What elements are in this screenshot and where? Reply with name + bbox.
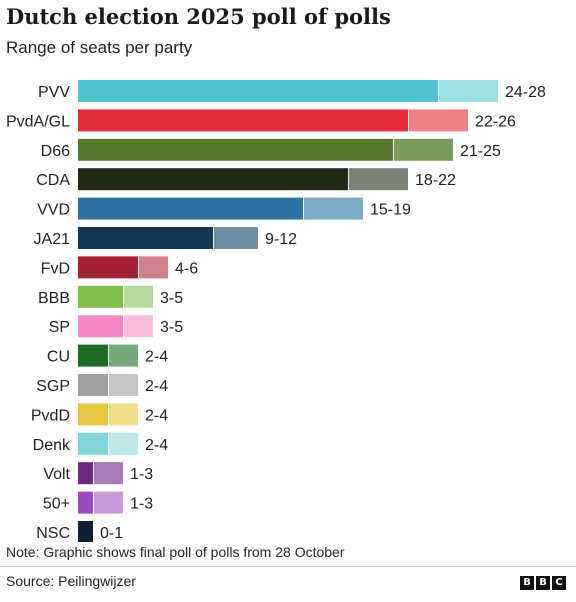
category-label: D66 [41,143,70,160]
bar-range [439,80,498,102]
source-credit: Source: Peilingwijzer [6,573,136,589]
bar-min [78,432,108,455]
bar-range [109,432,138,455]
value-label: 15-19 [370,202,411,219]
value-label: 1-3 [130,496,153,513]
value-label: 22-26 [475,113,516,130]
bar-range [124,285,153,308]
bar-min [78,491,93,514]
value-label: 2-4 [145,407,168,424]
category-label: SP [49,319,70,336]
bar-min [78,315,123,338]
bar-range [349,168,408,191]
value-label: 0-1 [100,525,123,542]
category-label: Denk [33,437,71,454]
bar-range [78,521,93,542]
bar-min [78,344,108,367]
value-label: 3-5 [160,319,183,336]
category-label: CU [47,349,70,366]
bbc-logo-letter: B [520,576,534,590]
value-label: 1-3 [130,466,153,483]
bar-range [124,315,153,338]
value-label: 3-5 [160,290,183,307]
category-label: 50+ [43,496,70,513]
bar-min [78,109,408,132]
bar-min [78,462,93,485]
category-label: NSC [36,525,70,542]
bar-range [304,197,363,220]
category-label: VVD [37,202,70,219]
bbc-logo: B B C [520,576,566,590]
chart-subtitle: Range of seats per party [6,38,193,57]
bar-range [394,138,453,161]
bar-range [109,374,138,396]
bar-min [78,403,108,426]
bar-chart: PVV 24-28 PvdA/GL 22-26 D66 21-25 CDA 18-22 VVD 1… [6,80,546,542]
value-label: 24-28 [505,84,546,101]
category-label: PVV [38,84,70,101]
value-label: 18-22 [415,172,456,189]
bar-range [214,227,258,249]
category-label: CDA [36,172,70,189]
footer-divider [0,566,576,567]
value-label: 9-12 [265,231,297,248]
bar-range [409,109,468,132]
category-label: JA21 [34,231,71,248]
category-label: SGP [36,378,70,395]
bar-min [78,138,393,161]
chart-note: Note: Graphic shows final poll of polls … [6,544,345,560]
bar-min [78,374,108,396]
bar-min [78,227,213,249]
value-label: 21-25 [460,143,501,160]
category-label: Volt [43,466,70,483]
value-label: 2-4 [145,349,168,366]
category-label: BBB [38,290,70,307]
bar-range [109,344,138,367]
value-label: 2-4 [145,378,168,395]
bar-min [78,197,303,220]
value-label: 4-6 [175,260,198,277]
bar-min [78,80,438,102]
bar-min [78,168,348,191]
value-label: 2-4 [145,437,168,454]
bar-range [94,462,123,485]
bar-range [139,256,168,279]
category-label: PvdD [31,407,70,424]
bar-min [78,256,138,279]
bbc-logo-letter: B [536,576,550,590]
bbc-logo-letter: C [552,576,566,590]
chart-title: Dutch election 2025 poll of polls [6,4,391,29]
bar-min [78,285,123,308]
bar-range [94,491,123,514]
category-label: PvdA/GL [6,113,70,130]
category-label: FvD [41,260,70,277]
bar-range [109,403,138,426]
